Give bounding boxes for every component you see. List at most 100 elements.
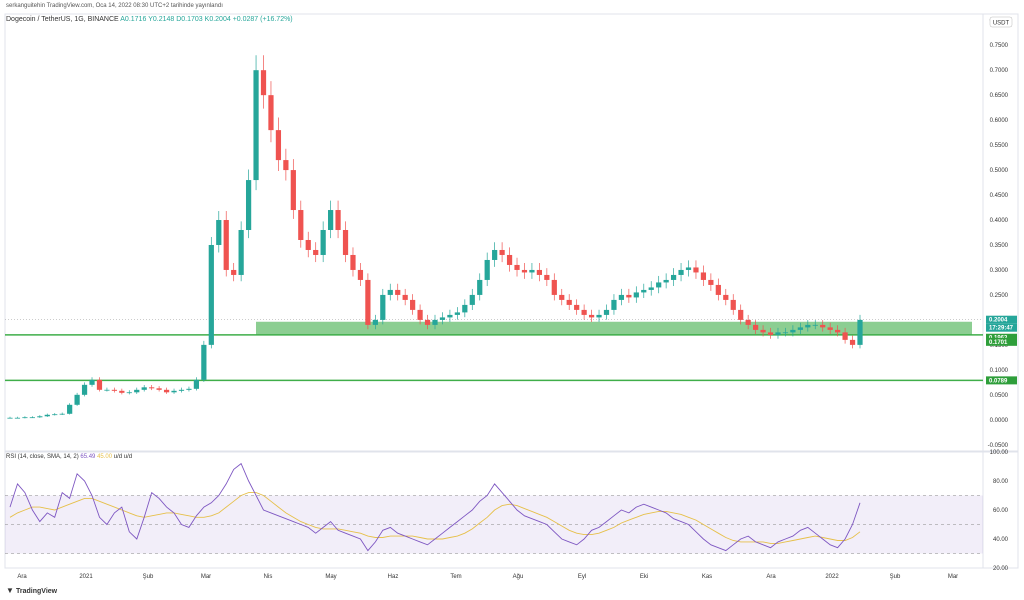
candle-body [216, 220, 222, 245]
candle-body [119, 390, 125, 393]
time-tick-label: Haz [388, 574, 399, 580]
zones-layer [5, 319, 983, 382]
candle-body [730, 299, 736, 310]
tradingview-logo[interactable]: ▼ TradingView [6, 586, 57, 595]
candle-body [835, 329, 841, 333]
time-tick-label: Eyl [578, 574, 586, 580]
candle-body [328, 210, 334, 231]
last-price-label-bg [986, 315, 1017, 324]
time-tick-label: Ara [17, 574, 27, 580]
candle-body [782, 332, 789, 334]
candle-body [305, 239, 311, 250]
candle-body [350, 254, 356, 270]
zone-top-label-bg [986, 333, 1017, 342]
candle-body [134, 389, 140, 393]
candle-body [745, 319, 751, 325]
candle-body [462, 304, 468, 313]
candle-body [499, 249, 505, 255]
countdown-label-bg [986, 323, 1017, 332]
ohlc-low: D0.1703 [176, 16, 203, 23]
rsi-legend[interactable]: RSI (14, close, SMA, 14, 2) 65.49 45.00 … [6, 454, 132, 460]
candle-body [178, 389, 185, 391]
rsi-value: 65.49 [80, 454, 96, 460]
candle-body [67, 404, 73, 414]
candle-body [581, 309, 587, 315]
candle-body [342, 230, 349, 255]
candles-layer [7, 55, 863, 419]
candle-body [753, 324, 759, 330]
candle-body [454, 312, 460, 315]
candle-body [506, 254, 513, 265]
candle-body [574, 304, 580, 310]
rsi-line [9, 462, 861, 552]
candle-body [290, 170, 296, 211]
candle-body [231, 269, 237, 275]
candle-body [74, 394, 80, 405]
price-tick-label: 0.0000 [990, 418, 1009, 424]
candle-body [521, 269, 528, 273]
rsi-tick-label: 100.00 [990, 450, 1009, 456]
candle-body [89, 379, 95, 385]
candle-body [760, 329, 766, 333]
candle-body [775, 332, 781, 335]
rsi-tick-label: 80.00 [993, 479, 1009, 485]
price-tick-label: 0.1000 [990, 368, 1009, 374]
candle-body [447, 314, 453, 318]
candle-body [275, 130, 282, 161]
rsi-pane-border [4, 451, 1019, 569]
candle-body [551, 279, 557, 295]
rsi-bands-layer [5, 495, 983, 554]
currency-badge[interactable] [989, 16, 1013, 28]
zone-bottom-label-bg [986, 337, 1017, 346]
time-axis[interactable]: Ara 2021 Şub Mar Nis May Haz Tem Ağu Eyl Eki Kas Ara… [17, 574, 958, 580]
candle-body [439, 317, 446, 320]
candle-body [767, 332, 774, 335]
candle-body [812, 324, 818, 326]
candle-body [7, 417, 13, 419]
symbol-legend[interactable]: Dogecoin / TetherUS, 1G, BINANCE A0.1716… [6, 16, 293, 23]
candle-body [372, 319, 378, 325]
price-tick-label: 0.7000 [990, 68, 1009, 74]
candle-body [544, 274, 550, 280]
candle-body [208, 244, 214, 345]
candle-body [641, 289, 647, 293]
price-tick-label: 0.3500 [990, 243, 1009, 249]
time-tick-label: Tem [450, 574, 461, 580]
candle-body [253, 70, 259, 181]
price-tick-label: 0.6500 [990, 93, 1009, 99]
candle-body [320, 230, 326, 255]
candle-body [708, 279, 714, 285]
candle-body [849, 339, 856, 345]
price-tick-label: 0.2500 [990, 293, 1009, 299]
price-tick-label: 0.3000 [990, 268, 1009, 274]
candle-body [380, 294, 386, 320]
support-label: 0.0789 [989, 378, 1008, 384]
candle-body [238, 230, 244, 275]
candle-body [663, 279, 669, 283]
candle-body [648, 287, 654, 290]
tv-brand: TradingView [16, 588, 58, 595]
candle-body [96, 379, 103, 390]
rsi-axis[interactable]: 100.00 80.00 60.00 40.00 20.00 [990, 450, 1009, 572]
candle-body [559, 294, 565, 300]
time-tick-label: Ara [766, 574, 776, 580]
candle-body [163, 389, 170, 393]
candle-body [141, 387, 147, 390]
candle-body [820, 324, 826, 328]
candle-body [566, 299, 572, 305]
symbol-title[interactable]: Dogecoin / TetherUS, 1G, BINANCE [6, 16, 119, 23]
ohlc-change: +0.0287 (+16.72%) [232, 16, 293, 23]
time-tick-label: Şub [890, 574, 901, 580]
rsi-tick-label: 60.00 [993, 508, 1009, 514]
candle-body [37, 416, 43, 418]
candle-body [700, 272, 707, 280]
price-tick-label: 0.7500 [990, 43, 1009, 49]
currency-label: USDT [993, 21, 1010, 27]
candle-body [596, 314, 602, 318]
time-tick-label: Mar [201, 574, 211, 580]
candle-body [723, 294, 729, 300]
price-tick-label: -0.0500 [988, 443, 1009, 449]
candle-body [536, 269, 542, 275]
